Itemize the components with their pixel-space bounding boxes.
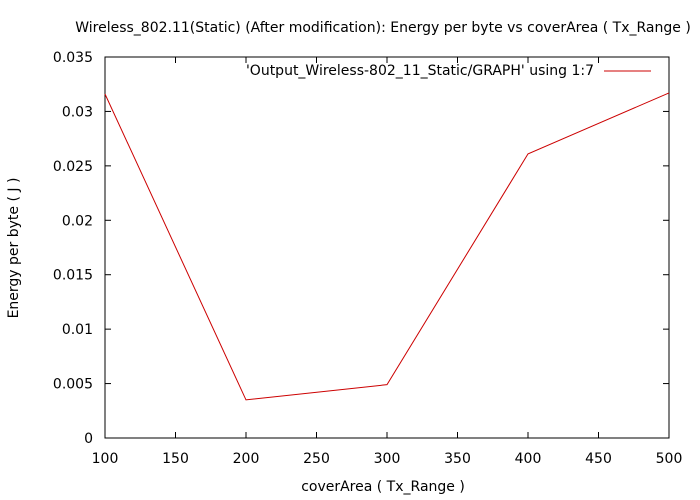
y-tick-label: 0.005 [53,377,93,393]
y-tick-label: 0.035 [53,50,93,66]
series-line [104,92,670,401]
legend: 'Output_Wireless-802_11_Static/GRAPH' us… [246,63,651,79]
data-point [528,153,529,154]
x-tick-label: 450 [585,451,612,467]
data-point [246,399,247,400]
x-tick-label: 150 [162,451,189,467]
series-layer [104,92,670,401]
x-tick-label: 200 [233,451,260,467]
y-axis-label: Energy per byte ( J ) [6,178,22,319]
x-tick-label: 350 [444,451,471,467]
y-tick-label: 0.03 [62,104,93,120]
data-point [387,384,388,385]
x-tick-label: 400 [515,451,542,467]
x-axis: 100 150 200 250 300 350 400 450 500 [92,57,683,467]
y-tick-label: 0 [84,431,93,447]
x-axis-label: coverArea ( Tx_Range ) [301,479,465,495]
y-tick-label: 0.015 [53,268,93,284]
data-point [669,92,670,93]
y-tick-label: 0.01 [62,322,93,338]
x-tick-label: 300 [374,451,401,467]
y-tick-label: 0.02 [62,213,93,229]
chart-title: Wireless_802.11(Static) (After modificat… [75,20,691,36]
y-axis: 0 0.005 0.01 0.015 0.02 0.025 0.03 0.035 [53,50,669,447]
x-tick-label: 250 [303,451,330,467]
x-tick-label: 100 [92,451,119,467]
data-point [105,94,106,95]
legend-label: 'Output_Wireless-802_11_Static/GRAPH' us… [246,63,594,79]
plot-frame [104,56,670,439]
x-tick-label: 500 [656,451,683,467]
y-tick-label: 0.025 [53,159,93,175]
